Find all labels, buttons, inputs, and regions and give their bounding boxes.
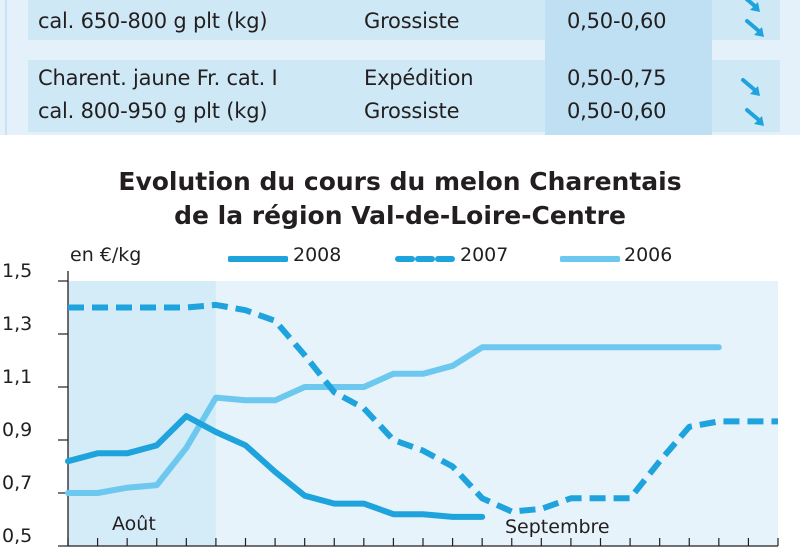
series-line-2006 — [65, 344, 722, 496]
month-label-aout: Août — [112, 513, 156, 535]
down-arrow-icon — [745, 108, 764, 126]
y-tick-label: 0,9 — [2, 419, 33, 441]
product-cell: Charent. jaune Fr. cat. I — [38, 66, 278, 90]
legend-label-2008: 2008 — [293, 244, 342, 266]
legend-label-2006: 2006 — [624, 244, 673, 266]
y-tick-label: 1,5 — [2, 260, 33, 282]
chart-title: Evolution du cours du melon Charentais — [118, 167, 682, 196]
product-cell: cal. 650-800 g plt (kg) — [38, 9, 268, 33]
down-arrow-icon — [741, 78, 760, 96]
series-line-2008 — [65, 413, 486, 520]
legend-swatch-2007 — [395, 256, 455, 262]
series-line-2007 — [68, 301, 778, 515]
price-column — [545, 0, 712, 135]
price-cell: 0,50-0,75 — [567, 66, 667, 90]
stage-cell: Expédition — [364, 66, 474, 90]
stage-cell: Grossiste — [364, 9, 460, 33]
y-tick-label: 0,5 — [2, 525, 33, 547]
y-tick-label: 1,3 — [2, 313, 33, 335]
month-band — [215, 281, 778, 546]
price-table: cal. 650-800 g plt (kg) Grossiste 0,50-0… — [0, 0, 800, 135]
down-arrow-icon — [745, 19, 764, 37]
price-cell: 0,50-0,60 — [567, 9, 667, 33]
legend-label-2007: 2007 — [460, 244, 509, 266]
stage-cell: Grossiste — [364, 99, 460, 123]
chart-subtitle: de la région Val-de-Loire-Centre — [174, 201, 626, 230]
y-tick-label: 0,7 — [2, 472, 33, 494]
price-cell: 0,50-0,60 — [567, 99, 667, 123]
down-arrow-icon — [744, 0, 760, 12]
legend-swatch-2006 — [560, 256, 620, 262]
table-divider — [5, 0, 7, 135]
y-axis-unit-label: en €/kg — [70, 244, 142, 266]
legend-swatch-2008 — [228, 256, 288, 262]
month-band — [68, 281, 216, 546]
y-tick-label: 1,1 — [2, 366, 33, 388]
product-cell: cal. 800-950 g plt (kg) — [38, 99, 268, 123]
month-label-septembre: Septembre — [505, 516, 610, 538]
